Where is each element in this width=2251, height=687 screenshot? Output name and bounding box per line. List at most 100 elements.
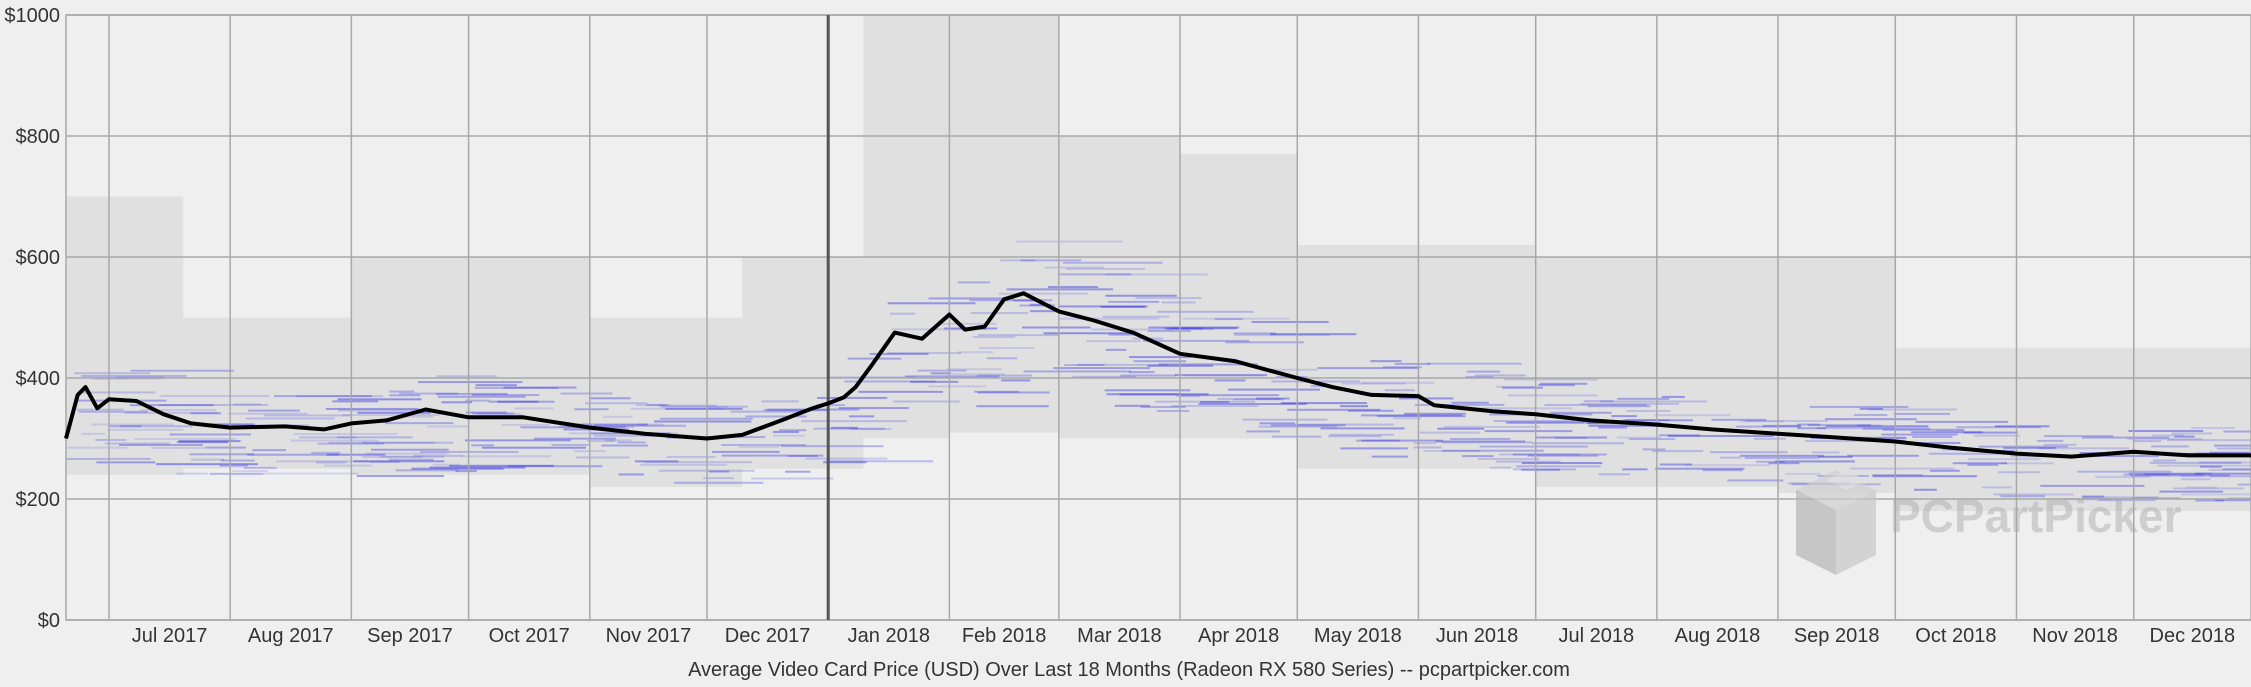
price-tick [81,432,106,435]
price-tick [130,369,234,372]
price-tick [618,473,644,476]
price-tick [388,458,434,461]
price-tick [2152,459,2177,462]
price-tick [365,452,448,455]
price-tick [640,463,728,466]
price-tick [1270,333,1357,336]
price-tick [395,469,459,472]
price-tick [2157,464,2251,467]
price-range-band-3 [589,317,743,487]
price-tick [977,391,1050,394]
price-tick [475,384,517,387]
price-tick [338,409,439,412]
price-tick [2171,432,2213,435]
price-tick [1489,466,1512,469]
x-axis-title: Average Video Card Price (USD) Over Last… [688,659,1570,681]
grid [65,14,2251,621]
price-tick [449,464,554,467]
price-tick [1616,436,1661,439]
price-tick [2000,495,2046,498]
price-tick [1371,455,1409,458]
price-tick [2149,461,2242,464]
price-tick [1077,363,1168,366]
price-tick [1214,317,1243,320]
price-tick [124,411,218,414]
price-tick [1020,259,1082,262]
price-tick [2223,430,2251,433]
price-tick [1993,493,2074,496]
x-tick-label: Apr 2018 [1198,625,1279,647]
price-tick [1588,424,1680,427]
price-tick [1928,452,2021,455]
price-tick [1393,417,1421,420]
pcpartpicker-watermark: PCPartPicker [1796,470,2182,575]
price-tick [1437,427,1485,430]
x-tick-label: Oct 2017 [489,625,570,647]
price-tick [1100,305,1146,308]
price-tick [2209,475,2251,478]
price-tick [1043,332,1138,335]
x-tick-label: Dec 2018 [2150,625,2236,647]
price-tick [585,402,648,405]
price-tick [1868,408,1957,411]
price-tick [337,398,422,401]
price-tick [939,322,997,325]
price-tick [785,470,811,473]
price-tick [587,439,616,442]
price-tick [721,444,806,447]
price-tick [1502,386,1543,389]
price-tick [2167,439,2251,442]
price-tick [1974,434,2021,437]
price-tick [957,281,991,284]
price-tick [849,428,892,431]
price-tick [887,352,962,355]
price-tick [1474,374,1526,377]
price-tick [1142,339,1250,342]
price-tick [1825,425,1929,428]
price-tick [2181,493,2251,496]
price-tick [1727,479,1784,482]
price-tick [2180,478,2211,481]
price-tick [1580,402,1679,405]
price-tick [231,470,269,473]
price-tick [892,400,960,403]
price-tick [1967,463,1999,466]
price-tick [1617,397,1670,400]
price-tick [1598,473,1631,476]
price-tick [1811,451,1840,454]
price-tick [1022,326,1091,329]
price-tick [2081,436,2170,439]
price-tick [1259,422,1296,425]
price-tick [464,439,571,442]
y-tick-label: $200 [16,489,61,511]
price-tick [1797,423,1821,426]
price-tick [245,417,335,420]
price-tick [1667,434,1774,437]
price-tick [1762,424,1801,427]
price-tick [150,446,246,449]
price-tick [1270,424,1346,427]
pcpartpicker-logo-icon [1796,470,1876,575]
price-tick [205,446,247,449]
price-tick [1171,404,1259,407]
price-tick [1893,412,1951,415]
price-tick [503,386,577,389]
price-tick [917,369,967,372]
price-tick [970,312,1028,315]
price-tick [429,466,526,469]
price-tick [891,328,987,331]
price-tick [472,412,515,415]
price-tick [1317,367,1420,370]
price-tick [2172,487,2245,490]
price-tick [1797,427,1827,430]
price-tick [1198,402,1307,405]
price-tick [361,455,423,458]
price-tick [816,396,888,399]
price-tick [1341,382,1406,385]
price-tick [1507,394,1598,397]
price-tick [1587,405,1651,408]
average-price-line [64,291,2251,459]
price-tick [1872,475,1977,478]
price-tick [178,440,241,443]
